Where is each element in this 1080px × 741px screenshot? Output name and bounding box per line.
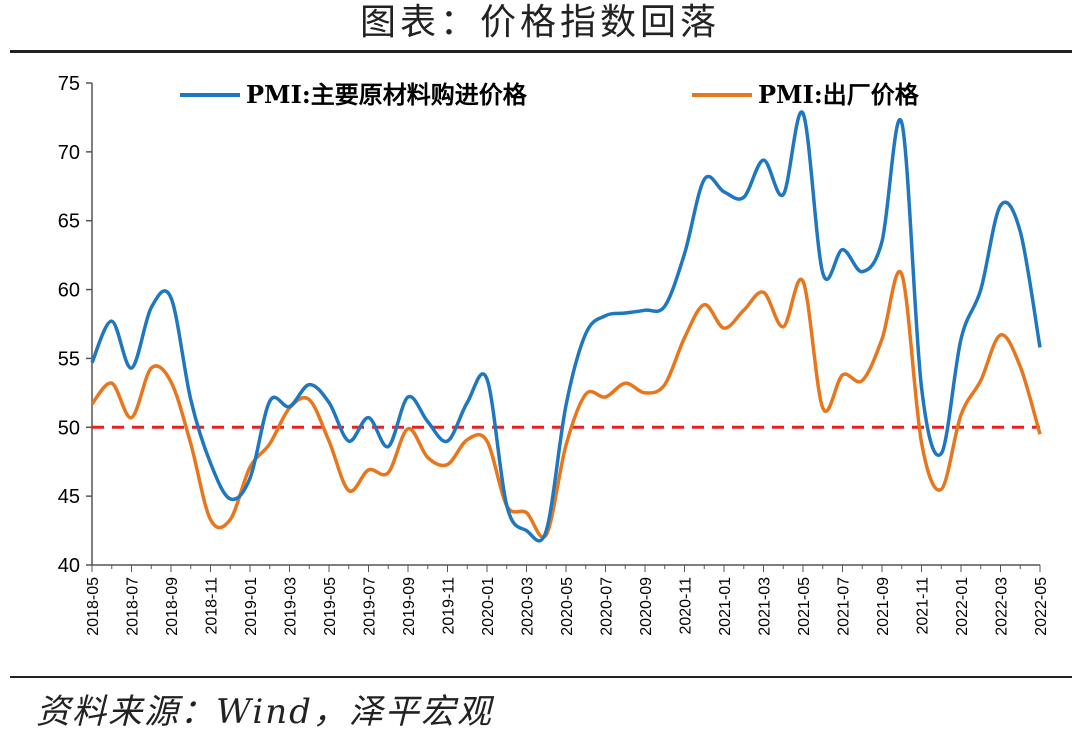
x-tick-label: 2019-07 [362,577,379,636]
x-tick-label: 2019-09 [401,577,418,636]
title-divider [10,50,1072,53]
x-tick-label: 2019-03 [283,577,300,636]
x-tick-label: 2022-05 [1033,577,1050,636]
x-tick-label: 2018-11 [204,577,221,635]
legend-label-output-price: PMI:出厂价格 [758,80,920,109]
x-tick-label: 2020-11 [678,577,695,635]
x-tick-label: 2018-07 [125,577,142,636]
y-tick-label: 70 [58,142,80,164]
x-tick-label: 2019-11 [441,577,458,635]
series-lines [90,110,1042,543]
x-tick-label: 2020-07 [599,577,616,636]
line-chart: 40 45 50 55 60 65 70 75 2018-05 2018-07 2018-09 201… [58,73,1050,636]
x-tick-label: 2020-05 [559,577,576,636]
legend-label-purchase-price: PMI:主要原材料购进价格 [246,80,528,109]
x-tick-label: 2019-05 [322,577,339,636]
x-tick-label: 2022-01 [954,577,971,636]
x-tick-label: 2021-01 [717,577,734,636]
chart-axes: 40 45 50 55 60 65 70 75 2018-05 2018-07 2018-09 201… [58,73,1050,636]
y-tick-label: 60 [58,280,80,302]
x-tick-label: 2022-03 [994,577,1011,636]
x-tick-label: 2018-05 [85,577,102,636]
series-line-output-price [90,269,1042,539]
y-tick-label: 75 [58,73,80,95]
x-tick-label: 2020-03 [520,577,537,636]
x-tick-label: 2019-01 [243,577,260,636]
source-note: 资料来源：Wind，泽平宏观 [36,692,493,732]
footer-divider [10,676,1072,678]
y-tick-label: 55 [58,348,80,370]
y-tick-label: 40 [58,555,80,577]
x-tick-label: 2018-09 [164,577,181,636]
x-tick-label: 2021-07 [836,577,853,636]
y-tick-label: 45 [58,486,80,508]
x-tick-label: 2020-09 [638,577,655,636]
x-tick-label: 2021-09 [875,577,892,636]
legend: PMI:主要原材料购进价格 PMI:出厂价格 [180,80,920,109]
chart-title: 图表：价格指数回落 [359,2,720,43]
x-tick-label: 2020-01 [480,577,497,636]
x-tick-label: 2021-11 [915,577,932,635]
y-tick-label: 50 [58,417,80,439]
series-line-purchase-price [90,110,1042,543]
x-tick-label: 2021-03 [757,577,774,636]
y-tick-label: 65 [58,211,80,233]
x-tick-label: 2021-05 [796,577,813,636]
